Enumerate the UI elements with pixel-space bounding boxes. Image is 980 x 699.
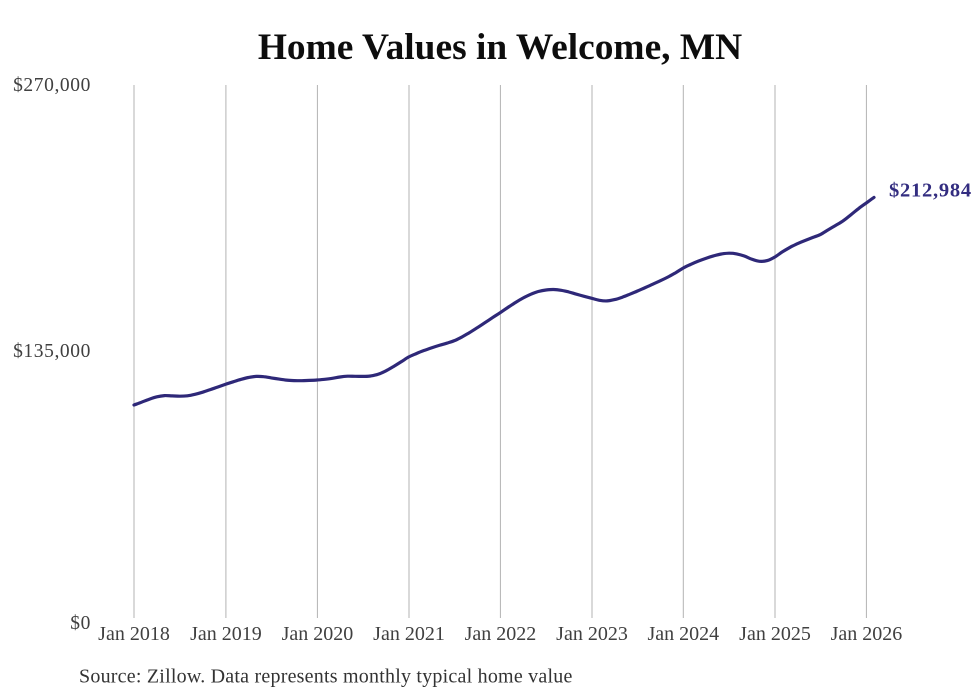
- svg-text:Jan 2021: Jan 2021: [373, 623, 445, 645]
- svg-text:Jan 2022: Jan 2022: [465, 623, 537, 645]
- svg-text:Jan 2025: Jan 2025: [739, 623, 811, 645]
- svg-text:Jan 2026: Jan 2026: [831, 623, 903, 645]
- svg-text:Jan 2024: Jan 2024: [647, 623, 719, 645]
- svg-text:Source: Zillow. Data represent: Source: Zillow. Data represents monthly …: [79, 666, 573, 688]
- svg-text:$270,000: $270,000: [13, 75, 91, 96]
- svg-text:Jan 2023: Jan 2023: [556, 623, 628, 645]
- svg-text:$135,000: $135,000: [13, 341, 91, 362]
- svg-text:Jan 2019: Jan 2019: [190, 623, 262, 645]
- svg-text:$212,984: $212,984: [889, 180, 972, 202]
- svg-text:Home Values in Welcome, MN: Home Values in Welcome, MN: [258, 27, 742, 68]
- svg-text:Jan 2018: Jan 2018: [98, 623, 170, 645]
- svg-text:Jan 2020: Jan 2020: [282, 623, 354, 645]
- svg-text:$0: $0: [70, 613, 91, 634]
